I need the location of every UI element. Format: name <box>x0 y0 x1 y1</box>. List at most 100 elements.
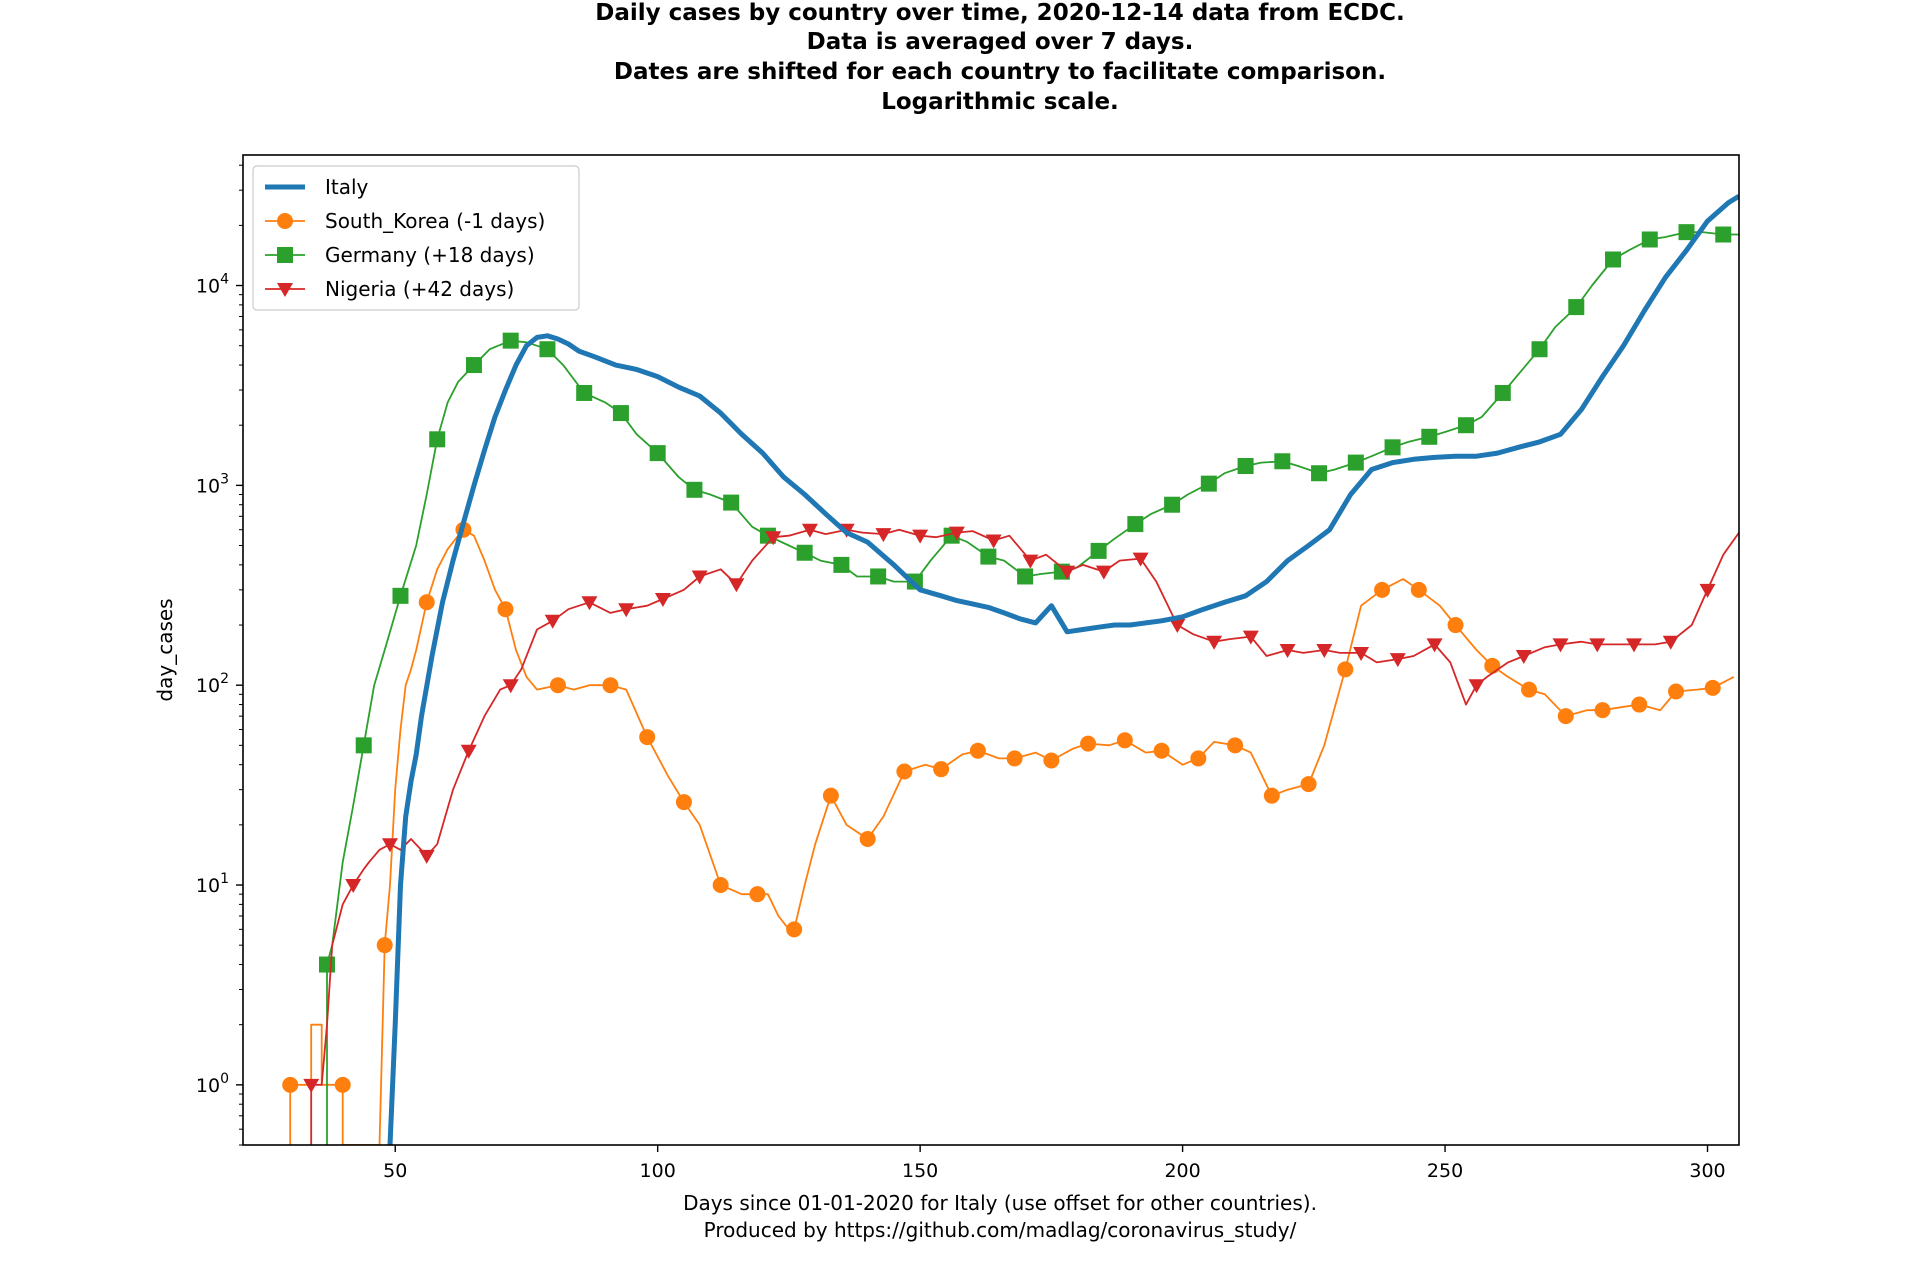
data-point <box>691 570 708 585</box>
x-axis: 50 100 150 200 250 300 <box>383 1145 1726 1182</box>
data-point <box>1274 453 1291 470</box>
data-point <box>1704 679 1721 696</box>
series-3 <box>303 523 1739 1145</box>
data-point <box>1521 681 1538 698</box>
series-0 <box>387 194 1739 1145</box>
data-point <box>985 534 1002 549</box>
y-tick-label: 100 <box>196 1071 229 1097</box>
series-line <box>387 194 1739 1145</box>
legend-marker <box>277 283 293 297</box>
x-tick-label: 100 <box>640 1160 676 1182</box>
data-point <box>497 601 514 618</box>
data-point <box>870 568 887 585</box>
data-point <box>282 1076 299 1093</box>
data-point <box>1263 787 1280 804</box>
data-point <box>833 556 850 573</box>
data-point <box>786 921 803 938</box>
data-point <box>896 763 913 780</box>
data-point <box>1374 581 1391 598</box>
data-point <box>1484 657 1501 674</box>
data-point <box>1080 735 1097 752</box>
data-point <box>355 737 372 754</box>
data-point <box>1311 465 1328 482</box>
data-point <box>1095 565 1112 580</box>
data-point <box>1626 638 1643 653</box>
data-point <box>1421 428 1438 445</box>
data-point <box>1237 457 1254 474</box>
data-point <box>1641 231 1658 248</box>
data-point <box>1043 752 1060 769</box>
data-point <box>1678 224 1695 241</box>
data-point <box>392 587 409 604</box>
data-point <box>675 794 692 811</box>
data-point <box>1316 644 1333 658</box>
data-point <box>654 592 671 607</box>
data-point <box>429 431 446 448</box>
y-tick-label: 104 <box>196 272 229 298</box>
data-point <box>1662 635 1679 650</box>
data-point <box>1494 384 1511 401</box>
data-point <box>1715 226 1732 243</box>
data-point <box>933 761 950 778</box>
data-point <box>581 596 598 611</box>
data-point <box>728 578 745 593</box>
data-point <box>381 838 398 853</box>
y-axis: 100 101 102 103 104 <box>196 164 243 1146</box>
data-point <box>723 494 740 511</box>
series-layer <box>282 194 1739 1145</box>
x-axis-label-line-1: Days since 01-01-2020 for Italy (use off… <box>683 1191 1317 1215</box>
legend: Italy South_Korea (-1 days) Germany (+18 d… <box>252 165 580 311</box>
legend-marker <box>277 247 293 263</box>
data-point <box>1164 496 1181 513</box>
data-point <box>502 679 519 694</box>
data-point <box>1153 742 1170 759</box>
data-point <box>303 1078 320 1093</box>
data-point <box>1022 554 1039 569</box>
data-point <box>1447 617 1464 634</box>
data-point <box>460 744 477 759</box>
data-point <box>1132 552 1149 567</box>
y-axis-label: day_cases <box>153 598 177 701</box>
data-point <box>822 787 839 804</box>
data-point <box>1206 635 1223 650</box>
data-point <box>969 742 986 759</box>
data-point <box>749 886 766 903</box>
data-point <box>1568 299 1585 316</box>
data-point <box>801 523 818 538</box>
data-point <box>639 729 656 746</box>
data-point <box>1557 708 1574 725</box>
data-point <box>1006 750 1023 767</box>
data-point <box>1552 638 1569 653</box>
data-point <box>549 677 566 694</box>
data-point <box>334 1076 351 1093</box>
data-point <box>1384 439 1401 456</box>
x-axis-label-line-2: Produced by https://github.com/madlag/co… <box>704 1218 1297 1242</box>
data-point <box>1426 638 1443 653</box>
data-point <box>765 531 782 546</box>
data-point <box>1631 696 1648 713</box>
data-point <box>948 526 965 541</box>
y-tick-label: 103 <box>196 471 229 497</box>
data-point <box>618 603 635 618</box>
legend-label: Nigeria (+42 days) <box>325 277 514 301</box>
x-tick-label: 50 <box>383 1160 407 1182</box>
data-point <box>1242 630 1259 645</box>
chart-title: Daily cases by country over time, 2020-1… <box>595 0 1405 115</box>
data-point <box>980 548 997 565</box>
legend-marker <box>277 213 293 229</box>
series-2 <box>318 224 1739 1145</box>
data-point <box>686 481 703 498</box>
data-point <box>1515 649 1532 664</box>
data-point <box>1127 516 1144 533</box>
data-point <box>539 341 556 358</box>
x-tick-label: 150 <box>902 1160 938 1182</box>
legend-label: Italy <box>325 175 369 199</box>
x-tick-label: 250 <box>1427 1160 1463 1182</box>
data-point <box>465 357 482 374</box>
data-point <box>796 544 813 561</box>
data-point <box>649 445 666 462</box>
legend-box <box>252 165 580 311</box>
data-point <box>1353 646 1370 661</box>
data-point <box>576 384 593 401</box>
